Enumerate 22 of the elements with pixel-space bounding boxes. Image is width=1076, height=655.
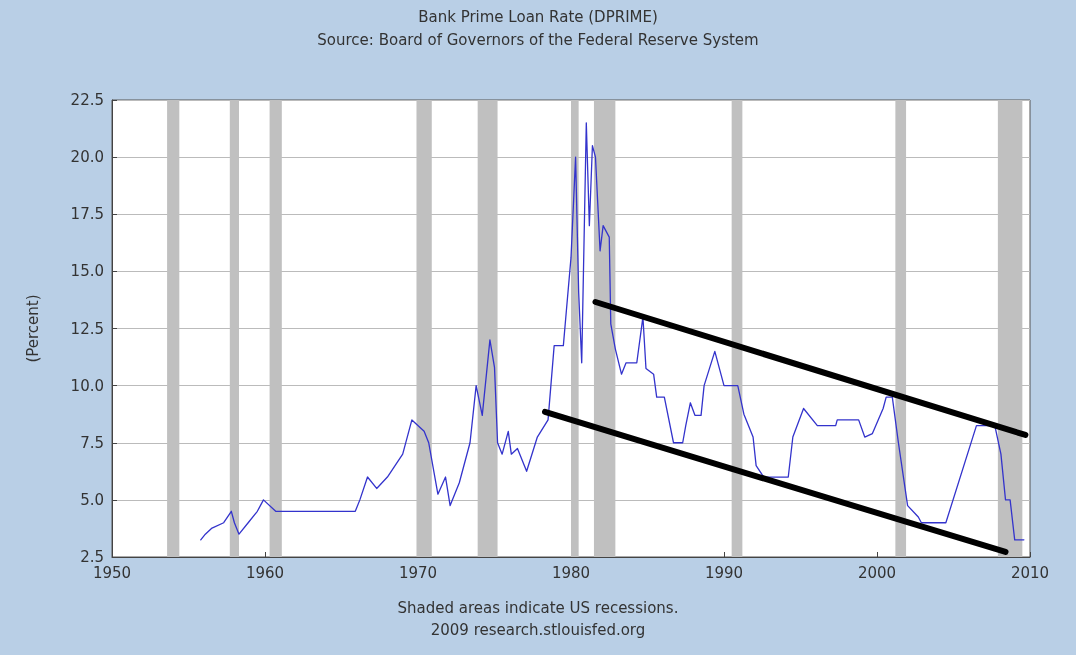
text: 2009 research.stlouisfed.org <box>430 620 646 639</box>
y-tick-label: 20.0 <box>70 148 104 167</box>
y-tick-label: 22.5 <box>70 91 104 109</box>
x-tick-label: 2000 <box>857 563 897 582</box>
x-tick-label: 2010 <box>1010 563 1050 582</box>
text: Shaded areas indicate US recessions. <box>397 598 679 617</box>
y-axis-title: (Percent) <box>23 294 42 363</box>
x-tick-label: 1950 <box>92 563 132 582</box>
chart-title: Bank Prime Loan Rate (DPRIME) <box>418 7 658 26</box>
x-tick-label: 1960 <box>245 563 285 582</box>
chart-subtitle: Source: Board of Governors of the Federal Reserve System <box>317 30 759 49</box>
y-tick-label: 12.5 <box>70 319 104 338</box>
y-tick-label: 17.5 <box>70 205 104 224</box>
x-tick-label: 1980 <box>551 563 591 582</box>
y-tick-label: 5.0 <box>80 490 104 509</box>
x-tick-label: 1970 <box>398 563 438 582</box>
y-tick-label: 10.0 <box>70 376 104 395</box>
line-series <box>200 122 1025 541</box>
y-tick-label: 7.5 <box>80 433 104 452</box>
y-tick-label: 2.5 <box>80 548 104 566</box>
x-tick-label: 1990 <box>704 563 744 582</box>
y-tick-label: 15.0 <box>70 262 104 281</box>
